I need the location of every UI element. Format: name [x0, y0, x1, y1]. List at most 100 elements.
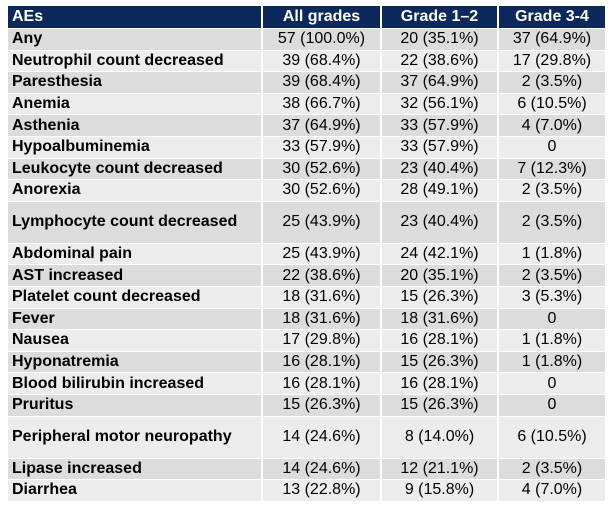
all-grades-cell: 13 (22.8%) [262, 479, 382, 501]
table-header-row: AEs All grades Grade 1–2 Grade 3-4 [8, 6, 605, 29]
grade-3-4-cell: 6 (10.5%) [498, 92, 605, 115]
grade-3-4-cell: 3 (5.3%) [498, 285, 605, 309]
table-row: Fever 18 (31.6%) 18 (31.6%) 0 [8, 307, 605, 330]
grade-3-4-cell: 1 (1.8%) [498, 329, 605, 352]
all-grades-cell: 22 (38.6%) [262, 264, 382, 287]
grade-1-2-cell: 28 (49.1%) [381, 179, 499, 202]
table-row: Diarrhea 13 (22.8%) 9 (15.8%) 4 (7.0%) [8, 479, 605, 501]
table-row: Hypoalbuminemia 33 (57.9%) 33 (57.9%) 0 [8, 135, 605, 159]
ae-name-cell: Asthenia [8, 114, 263, 137]
all-grades-cell: 33 (57.9%) [262, 135, 382, 159]
grade-3-4-cell: 17 (29.8%) [498, 49, 605, 72]
table-row: Leukocyte count decreased 30 (52.6%) 23 (4… [8, 157, 605, 180]
all-grades-cell: 37 (64.9%) [262, 114, 382, 137]
ae-name-cell: Platelet count decreased [8, 285, 263, 309]
table-row: Hyponatremia 16 (28.1%) 15 (26.3%) 1 (1.8%) [8, 350, 605, 373]
table-row: Anemia 38 (66.7%) 32 (56.1%) 6 (10.5%) [8, 92, 605, 115]
grade-1-2-cell: 20 (35.1%) [381, 264, 499, 287]
table-body: Any 57 (100.0%) 20 (35.1%) 37 (64.9%) Neutro… [8, 28, 605, 501]
all-grades-cell: 38 (66.7%) [262, 92, 382, 115]
table-row: Neutrophil count decreased 39 (68.4%) 22 (… [8, 49, 605, 72]
all-grades-cell: 30 (52.6%) [262, 157, 382, 180]
header-grade-1-2: Grade 1–2 [381, 6, 499, 29]
grade-3-4-cell: 1 (1.8%) [498, 242, 605, 265]
ae-name-cell: Paresthesia [8, 71, 263, 94]
ae-name-cell: AST increased [8, 264, 263, 287]
grade-1-2-cell: 33 (57.9%) [381, 114, 499, 137]
ae-name-cell: Blood bilirubin increased [8, 372, 263, 395]
grade-1-2-cell: 15 (26.3%) [381, 393, 499, 416]
grade-1-2-cell: 23 (40.4%) [381, 157, 499, 180]
ae-name-cell: Anorexia [8, 179, 263, 202]
all-grades-cell: 14 (24.6%) [262, 457, 382, 480]
table-row: Paresthesia 39 (68.4%) 37 (64.9%) 2 (3.5%) [8, 71, 605, 94]
table-row: Peripheral motor neuropathy 14 (24.6%) 8 (… [8, 415, 605, 458]
grade-1-2-cell: 12 (21.1%) [381, 457, 499, 480]
ae-name-cell: Nausea [8, 329, 263, 352]
header-all-grades: All grades [262, 6, 382, 29]
ae-name-cell: Leukocyte count decreased [8, 157, 263, 180]
table-row: Lipase increased 14 (24.6%) 12 (21.1%) 2 (3… [8, 457, 605, 480]
grade-3-4-cell: 6 (10.5%) [498, 415, 605, 458]
all-grades-cell: 18 (31.6%) [262, 285, 382, 309]
ae-name-cell: Anemia [8, 92, 263, 115]
ae-name-cell: Peripheral motor neuropathy [8, 415, 263, 458]
grade-1-2-cell: 16 (28.1%) [381, 372, 499, 395]
grade-3-4-cell: 2 (3.5%) [498, 200, 605, 244]
grade-1-2-cell: 9 (15.8%) [381, 479, 499, 501]
ae-name-cell: Diarrhea [8, 479, 263, 501]
header-aes: AEs [8, 6, 263, 29]
all-grades-cell: 25 (43.9%) [262, 242, 382, 265]
grade-1-2-cell: 20 (35.1%) [381, 28, 499, 51]
grade-1-2-cell: 8 (14.0%) [381, 415, 499, 458]
grade-3-4-cell: 7 (12.3%) [498, 157, 605, 180]
grade-3-4-cell: 2 (3.5%) [498, 264, 605, 287]
ae-name-cell: Hyponatremia [8, 350, 263, 373]
grade-3-4-cell: 2 (3.5%) [498, 71, 605, 94]
grade-3-4-cell: 0 [498, 307, 605, 330]
all-grades-cell: 17 (29.8%) [262, 329, 382, 352]
all-grades-cell: 30 (52.6%) [262, 179, 382, 202]
ae-name-cell: Lymphocyte count decreased [8, 200, 263, 244]
all-grades-cell: 16 (28.1%) [262, 372, 382, 395]
all-grades-cell: 14 (24.6%) [262, 415, 382, 458]
all-grades-cell: 16 (28.1%) [262, 350, 382, 373]
grade-1-2-cell: 18 (31.6%) [381, 307, 499, 330]
adverse-events-table: AEs All grades Grade 1–2 Grade 3-4 Any 57… [8, 6, 605, 501]
table-row: Lymphocyte count decreased 25 (43.9%) 23 (… [8, 200, 605, 244]
grade-1-2-cell: 37 (64.9%) [381, 71, 499, 94]
table-row: AST increased 22 (38.6%) 20 (35.1%) 2 (3.5%… [8, 264, 605, 287]
grade-3-4-cell: 2 (3.5%) [498, 179, 605, 202]
grade-3-4-cell: 2 (3.5%) [498, 457, 605, 480]
grade-3-4-cell: 1 (1.8%) [498, 350, 605, 373]
ae-name-cell: Abdominal pain [8, 242, 263, 265]
grade-1-2-cell: 33 (57.9%) [381, 135, 499, 159]
ae-name-cell: Lipase increased [8, 457, 263, 480]
ae-name-cell: Neutrophil count decreased [8, 49, 263, 72]
grade-1-2-cell: 16 (28.1%) [381, 329, 499, 352]
grade-1-2-cell: 15 (26.3%) [381, 350, 499, 373]
grade-1-2-cell: 23 (40.4%) [381, 200, 499, 244]
all-grades-cell: 25 (43.9%) [262, 200, 382, 244]
table-row: Platelet count decreased 18 (31.6%) 15 (26… [8, 285, 605, 309]
ae-name-cell: Pruritus [8, 393, 263, 416]
table-row: Pruritus 15 (26.3%) 15 (26.3%) 0 [8, 393, 605, 416]
all-grades-cell: 15 (26.3%) [262, 393, 382, 416]
table-row: Abdominal pain 25 (43.9%) 24 (42.1%) 1 (1.8… [8, 242, 605, 265]
grade-3-4-cell: 4 (7.0%) [498, 479, 605, 501]
grade-1-2-cell: 32 (56.1%) [381, 92, 499, 115]
table-row: Anorexia 30 (52.6%) 28 (49.1%) 2 (3.5%) [8, 179, 605, 202]
all-grades-cell: 57 (100.0%) [262, 28, 382, 51]
grade-3-4-cell: 0 [498, 393, 605, 416]
all-grades-cell: 18 (31.6%) [262, 307, 382, 330]
grade-3-4-cell: 4 (7.0%) [498, 114, 605, 137]
ae-name-cell: Hypoalbuminemia [8, 135, 263, 159]
grade-3-4-cell: 37 (64.9%) [498, 28, 605, 51]
grade-1-2-cell: 15 (26.3%) [381, 285, 499, 309]
table-row: Nausea 17 (29.8%) 16 (28.1%) 1 (1.8%) [8, 329, 605, 352]
grade-3-4-cell: 0 [498, 372, 605, 395]
grade-1-2-cell: 22 (38.6%) [381, 49, 499, 72]
ae-name-cell: Any [8, 28, 263, 51]
grade-1-2-cell: 24 (42.1%) [381, 242, 499, 265]
table-row: Blood bilirubin increased 16 (28.1%) 16 (2… [8, 372, 605, 395]
